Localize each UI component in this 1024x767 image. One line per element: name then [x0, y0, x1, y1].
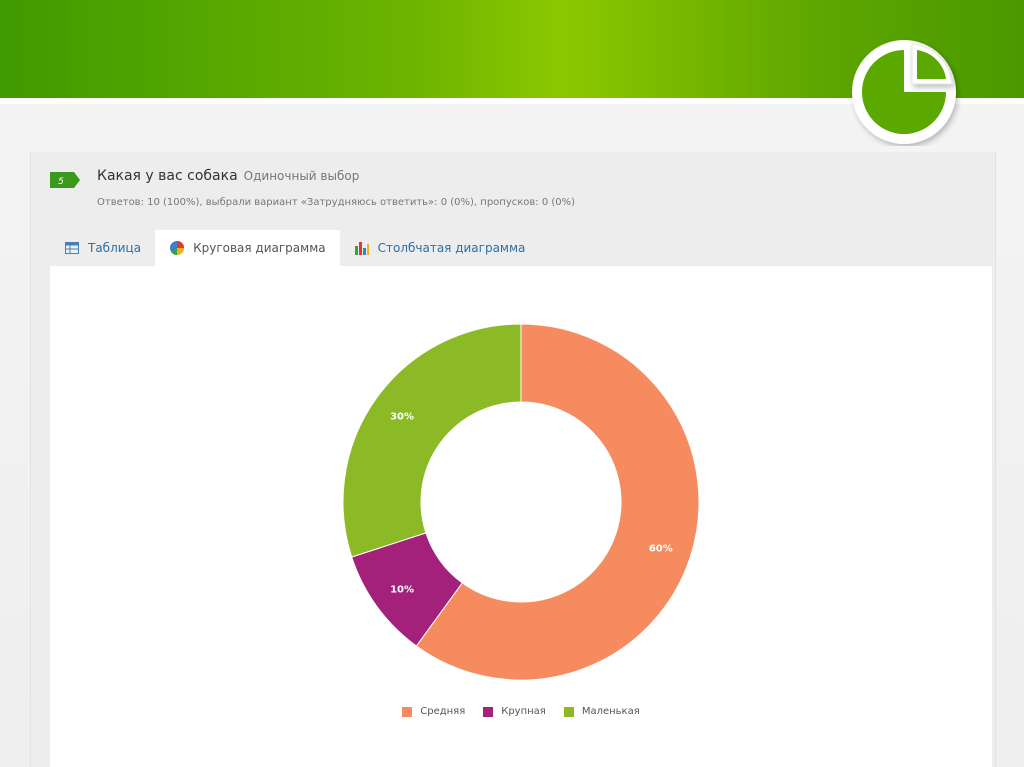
legend-item-0[interactable]: Средняя: [402, 706, 465, 717]
donut-chart: 60% 10% 30%: [342, 323, 700, 681]
pie-chart-icon: [170, 241, 185, 255]
legend-label: Средняя: [420, 706, 466, 717]
banner-divider: [0, 98, 1024, 104]
tab-table[interactable]: Таблица: [50, 230, 155, 266]
legend-swatch: [402, 706, 413, 717]
question-number-badge: 5: [50, 172, 80, 188]
legend-item-2[interactable]: Маленькая: [563, 706, 640, 717]
legend-label: Маленькая: [581, 706, 640, 717]
donut-slice-2[interactable]: [342, 323, 522, 558]
chart-area: 60% 10% 30% Средняя Крупная Маленькая: [50, 266, 992, 767]
question-heading: Какая у вас собака Одиночный выбор: [97, 168, 359, 184]
question-type: Одиночный выбор: [243, 169, 360, 183]
table-icon: [65, 242, 79, 254]
tab-bar-chart[interactable]: Столбчатая диаграмма: [340, 230, 540, 266]
bar-chart-icon: [354, 242, 369, 255]
pie-logo-icon: [852, 40, 956, 144]
question-number: 5: [58, 177, 64, 187]
donut-slice-0[interactable]: [415, 323, 700, 681]
question-title: Какая у вас собака: [97, 168, 238, 184]
tab-pie-chart[interactable]: Круговая диаграмма: [155, 230, 340, 266]
legend-item-1[interactable]: Крупная: [483, 706, 546, 717]
slice-label-1: 10%: [390, 584, 414, 595]
tab-bar-chart-label: Столбчатая диаграмма: [377, 241, 526, 255]
slice-label-2: 30%: [390, 412, 414, 423]
tab-table-label: Таблица: [88, 241, 142, 255]
question-stats: Ответов: 10 (100%), выбрали вариант «Зат…: [97, 197, 576, 208]
slice-label-0: 60%: [649, 543, 673, 554]
legend-label: Крупная: [501, 706, 546, 717]
legend-swatch: [483, 706, 494, 717]
tab-pie-chart-label: Круговая диаграмма: [193, 241, 326, 255]
legend-swatch: [563, 706, 574, 717]
chart-legend: Средняя Крупная Маленькая: [50, 706, 992, 717]
view-tabs: Таблица Круговая диаграмма Столбчатая ди…: [50, 230, 539, 266]
